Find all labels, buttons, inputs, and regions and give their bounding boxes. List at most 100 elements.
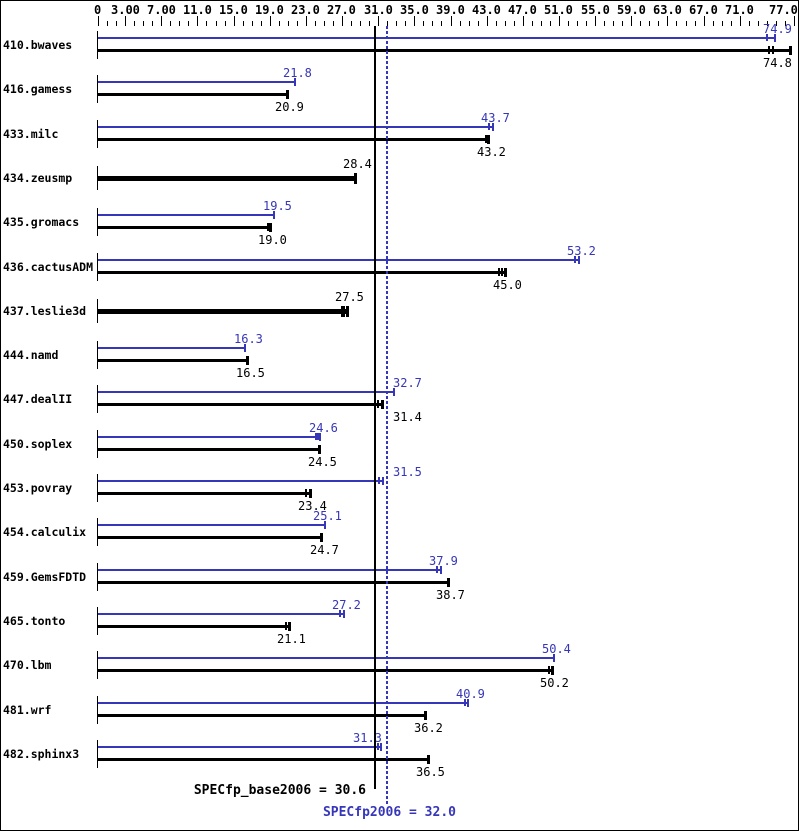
axis-tick-minor: [676, 21, 677, 26]
axis-tick-label: 39.0: [436, 3, 465, 17]
axis-tick-minor: [496, 21, 497, 26]
axis-tick-major: [98, 16, 99, 26]
axis-tick-major: [523, 16, 524, 26]
peak-value-label: 50.4: [542, 642, 571, 656]
bar-endcap: [553, 654, 555, 662]
run-mark: [317, 433, 319, 440]
axis-tick-label: 15.0: [219, 3, 248, 17]
base-value-label: 74.8: [763, 56, 792, 70]
axis-tick-minor: [333, 21, 334, 26]
axis-tick-major: [794, 16, 795, 26]
run-mark: [305, 489, 307, 497]
axis-tick-minor: [622, 21, 623, 26]
peak-bar: [98, 524, 325, 526]
bar-endcap: [578, 256, 580, 264]
axis-tick-minor: [460, 21, 461, 26]
axis-tick-label: 31.0: [364, 3, 393, 17]
axis-tick-major: [234, 16, 235, 26]
bar-endcap: [246, 356, 249, 365]
axis-tick-minor: [360, 21, 361, 26]
axis-tick-minor: [107, 21, 108, 26]
run-mark: [436, 566, 438, 573]
base-value-label: 45.0: [493, 278, 522, 292]
axis-tick-label: 63.0: [653, 3, 682, 17]
run-mark: [377, 400, 379, 408]
base-value-label: 23.4: [298, 499, 327, 513]
base-value-label: 31.4: [393, 410, 422, 424]
axis-tick-label: 0: [94, 3, 102, 17]
peak-value-label: 25.1: [313, 509, 342, 523]
base-bar: [98, 226, 270, 229]
axis-tick-major: [559, 16, 560, 26]
base-bar: [98, 625, 289, 628]
bar-endcap: [774, 34, 776, 42]
base-bar: [98, 492, 310, 495]
axis-tick-minor: [143, 21, 144, 26]
row-axis-stub: [97, 740, 98, 768]
bar-endcap: [427, 755, 430, 764]
row-axis-stub: [97, 120, 98, 148]
bar-endcap: [487, 135, 490, 144]
peak-value-label: 74.9: [763, 22, 792, 36]
bar-endcap: [286, 90, 289, 99]
base-value-label: 38.7: [436, 588, 465, 602]
axis-tick-minor: [695, 21, 696, 26]
axis-tick-minor: [423, 21, 424, 26]
run-mark: [378, 477, 380, 484]
axis-tick-major: [740, 16, 741, 26]
axis-tick-major: [631, 16, 632, 26]
peak-value-label: 24.6: [309, 421, 338, 435]
axis-tick-minor: [505, 21, 506, 26]
peak-value-label: 31.3: [353, 731, 382, 745]
peak-value-label: 16.3: [234, 332, 263, 346]
bar-endcap: [269, 223, 272, 232]
axis-tick-minor: [758, 21, 759, 26]
axis-tick-label: 47.0: [508, 3, 537, 17]
base-bar: [98, 714, 425, 717]
peak-bar: [98, 126, 493, 128]
axis-tick-major: [161, 16, 162, 26]
peak-value-label: 32.7: [393, 376, 422, 390]
run-mark: [339, 610, 341, 617]
base-bar: [98, 448, 319, 451]
bar-endcap: [354, 173, 357, 184]
axis-tick-minor: [731, 21, 732, 26]
peak-value-label: 40.9: [456, 687, 485, 701]
axis-tick-major: [667, 16, 668, 26]
axis-tick-minor: [116, 21, 117, 26]
axis-tick-minor: [315, 21, 316, 26]
base-bar: [98, 536, 321, 539]
peak-bar: [98, 657, 554, 659]
base-value-label: 43.2: [477, 145, 506, 159]
run-mark: [768, 46, 770, 54]
peak-value-label: 53.2: [567, 244, 596, 258]
axis-tick-label: 19.0: [255, 3, 284, 17]
axis-tick-minor: [785, 21, 786, 26]
bar-endcap: [467, 699, 469, 707]
base-bar: [98, 49, 790, 52]
axis-tick-minor: [134, 21, 135, 26]
row-axis-stub: [97, 696, 98, 724]
footer-base-mean-label: SPECfp_base2006 = 30.6: [193, 783, 366, 798]
peak-value-label: 37.9: [429, 554, 458, 568]
axis-tick-minor: [188, 21, 189, 26]
peak-value-label: 43.7: [481, 111, 510, 125]
axis-tick-minor: [649, 21, 650, 26]
axis-tick-minor: [216, 21, 217, 26]
axis-tick-minor: [396, 21, 397, 26]
axis-tick-minor: [179, 21, 180, 26]
base-bar: [98, 359, 247, 362]
row-axis-stub: [97, 518, 98, 546]
axis-tick-major: [306, 16, 307, 26]
bar-endcap: [320, 533, 323, 542]
axis-tick-minor: [351, 21, 352, 26]
axis-tick-minor: [288, 21, 289, 26]
bar-endcap: [324, 521, 326, 529]
run-mark: [464, 699, 466, 706]
base-bar: [98, 176, 355, 181]
base-bar: [98, 138, 488, 141]
axis-tick-minor: [604, 21, 605, 26]
peak-bar: [98, 436, 320, 438]
axis-tick-minor: [225, 21, 226, 26]
